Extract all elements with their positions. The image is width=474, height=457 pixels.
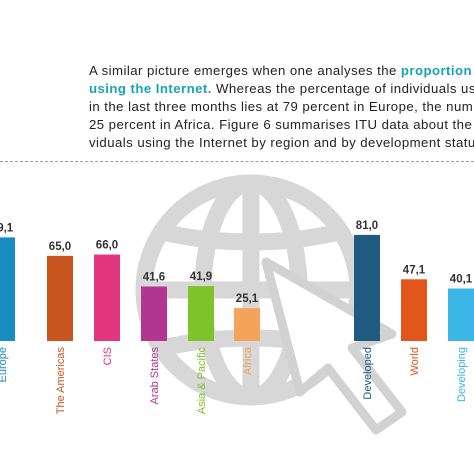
category-label: Arab States bbox=[149, 347, 161, 405]
value-label: 41,9 bbox=[190, 271, 212, 283]
category-label: World bbox=[409, 347, 421, 376]
value-label: 25,1 bbox=[236, 293, 259, 305]
value-label: 41,6 bbox=[143, 272, 165, 284]
section-divider bbox=[0, 161, 474, 162]
bar-asia-pacific bbox=[188, 286, 214, 341]
paragraph-line-5: viduals using the Internet by region and… bbox=[89, 134, 474, 152]
paragraph-text: viduals using the Internet by region and… bbox=[89, 135, 474, 150]
category-label: Developing bbox=[456, 347, 468, 402]
value-label: 40,1 bbox=[450, 273, 473, 285]
bar-cis bbox=[94, 254, 120, 341]
cursor-arrow-watermark bbox=[261, 257, 407, 435]
bar-the-americas bbox=[47, 255, 73, 341]
category-label: The Americas bbox=[55, 347, 67, 415]
paragraph-highlight: using the Internet. bbox=[89, 81, 212, 96]
category-label: Asia & Pacific bbox=[196, 347, 208, 415]
value-label: 66,0 bbox=[96, 240, 118, 252]
value-label: 79,1 bbox=[0, 222, 14, 234]
paragraph-line-4: 25 percent in Africa. Figure 6 summarise… bbox=[89, 117, 474, 132]
category-label: CIS bbox=[102, 347, 114, 365]
bar-developed bbox=[354, 234, 380, 341]
bar-arab-states bbox=[141, 286, 167, 341]
bar-africa bbox=[234, 308, 260, 341]
paragraph-highlight: proportion of inc bbox=[400, 63, 474, 78]
category-label: Developed bbox=[362, 347, 374, 400]
intro-paragraph: A similar picture emerges when one analy… bbox=[89, 62, 474, 152]
paragraph-text: Whereas the percentage of individuals us… bbox=[215, 81, 474, 96]
paragraph-line-1: A similar picture emerges when one analy… bbox=[89, 62, 474, 80]
paragraph-line-3: in the last three months lies at 79 perc… bbox=[89, 99, 474, 114]
category-label: Europe bbox=[0, 347, 9, 382]
value-label: 47,1 bbox=[403, 264, 426, 276]
category-label: Africa bbox=[242, 346, 254, 375]
bar-europe bbox=[0, 237, 15, 341]
bar-developing bbox=[448, 288, 474, 341]
bars-layer: 79,1 Europe 65,0 The Americas 66,0 CIS 41,6 Ara… bbox=[0, 220, 474, 414]
bar-world bbox=[401, 279, 427, 341]
paragraph-line-2: using the Internet. Whereas the percenta… bbox=[89, 80, 474, 98]
value-label: 65,0 bbox=[49, 241, 71, 253]
value-label: 81,0 bbox=[356, 220, 378, 232]
paragraph-text: A similar picture emerges when one analy… bbox=[89, 63, 401, 78]
